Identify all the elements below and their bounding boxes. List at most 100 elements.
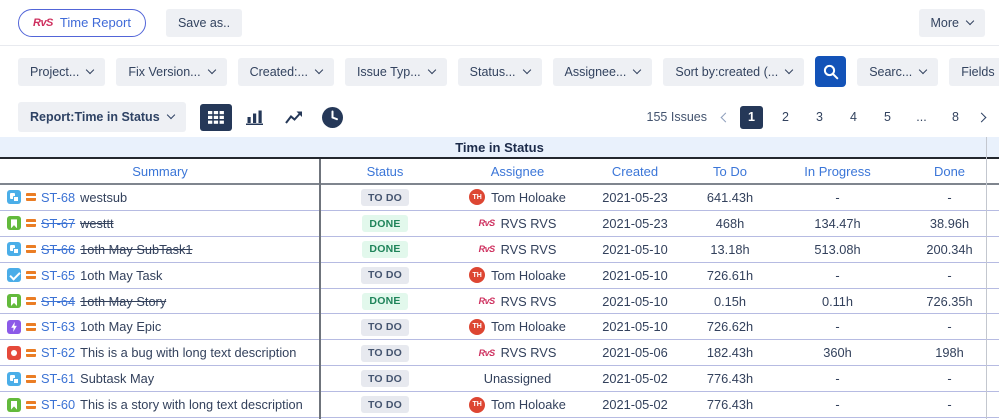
issue-key-link[interactable]: ST-64	[41, 293, 76, 309]
filter-assignee-dropdown[interactable]: Assignee...	[552, 57, 653, 86]
table-row: ST-65 1oth May Task TO DO TH Tom Holoake 2…	[0, 262, 999, 289]
filter-fix-version-dropdown[interactable]: Fix Version...	[116, 57, 227, 86]
issue-summary: westtt	[80, 215, 114, 231]
done-hours-cell: -	[947, 371, 952, 387]
search-text-dropdown[interactable]: Searc...	[857, 57, 939, 86]
todo-hours-cell: 776.43h	[706, 397, 754, 413]
filter-issue-type-dropdown[interactable]: Issue Typ...	[344, 57, 447, 86]
issue-summary: This is a bug with long text description	[80, 345, 297, 361]
page-2[interactable]: 2	[782, 110, 789, 124]
issue-key-link[interactable]: ST-65	[41, 267, 76, 283]
line-chart-icon	[284, 111, 302, 124]
page-1[interactable]: 1	[740, 105, 763, 129]
table-row: ST-67 westtt DONE RvS RVS RVS 2021-05-23 4…	[0, 210, 999, 237]
done-hours-cell: 38.96h	[929, 215, 970, 231]
summary-cell: ST-64 1oth May Story	[0, 294, 320, 309]
epic-icon	[7, 319, 21, 334]
subtask-icon	[7, 242, 21, 257]
chevron-down-icon	[522, 65, 531, 74]
page-5[interactable]: 5	[884, 110, 891, 124]
issue-key-link[interactable]: ST-63	[41, 319, 76, 335]
filter-project-dropdown[interactable]: Project...	[18, 57, 106, 86]
summary-cell: ST-60 This is a story with long text desc…	[0, 397, 320, 412]
issue-key-link[interactable]: ST-62	[41, 345, 76, 361]
page-8[interactable]: 8	[952, 110, 959, 124]
column-header-todo: To Do	[713, 163, 747, 179]
status-badge: TO DO	[360, 344, 410, 362]
assignee-avatar: TH	[469, 189, 486, 206]
todo-hours-cell: 641.43h	[706, 189, 754, 205]
status-badge: DONE	[362, 215, 408, 233]
clock-view-button[interactable]	[317, 104, 349, 131]
story-icon	[7, 216, 21, 231]
issue-key-link[interactable]: ST-67	[41, 215, 76, 231]
summary-column-divider	[319, 159, 321, 419]
page-4[interactable]: 4	[850, 110, 857, 124]
assignee-cell: TH Tom Holoake	[450, 267, 585, 284]
assignee-name: RVS RVS	[500, 215, 557, 231]
table-header: Summary Status Assignee Created To Do In…	[0, 159, 999, 185]
done-hours-cell: -	[947, 189, 952, 205]
toolbar: RvS Time Report Save as.. More	[0, 0, 999, 46]
report-selector-dropdown[interactable]: Report:Time in Status	[18, 102, 186, 132]
issue-key-link[interactable]: ST-60	[41, 397, 76, 413]
clock-icon	[322, 106, 344, 128]
column-header-status: Status	[366, 163, 404, 179]
done-hours-cell: 200.34h	[926, 241, 973, 257]
assignee-name: Tom Holoake	[491, 267, 566, 283]
search-button[interactable]	[815, 56, 847, 87]
chevron-down-icon	[207, 65, 216, 74]
view-switcher	[199, 103, 349, 131]
fields-dropdown[interactable]: Fields	[949, 57, 999, 86]
assignee-avatar: TH	[469, 267, 486, 284]
todo-hours-cell: 726.61h	[706, 267, 754, 283]
subtask-icon	[7, 371, 21, 386]
table-title: Time in Status	[0, 137, 999, 159]
bar-chart-view-button[interactable]	[239, 104, 271, 131]
status-cell: TO DO	[320, 370, 450, 388]
assignee-name: Tom Holoake	[491, 319, 566, 335]
story-icon	[7, 294, 21, 308]
done-hours-cell: -	[947, 319, 952, 335]
table-view-button[interactable]	[199, 103, 232, 131]
created-cell: 2021-05-06	[602, 345, 668, 361]
priority-medium-icon	[26, 271, 36, 280]
in-progress-hours-cell: -	[835, 397, 840, 413]
priority-medium-icon	[26, 297, 36, 305]
assignee-cell: TH Tom Holoake	[450, 189, 585, 206]
page-3[interactable]: 3	[816, 110, 823, 124]
time-report-app-button[interactable]: RvS Time Report	[18, 8, 146, 37]
priority-medium-icon	[26, 322, 36, 331]
todo-hours-cell: 468h	[715, 215, 745, 231]
assignee-cell: RvS RVS RVS	[450, 241, 585, 257]
issue-key-link[interactable]: ST-61	[41, 371, 76, 387]
assignee-avatar: RvS	[478, 347, 496, 358]
in-progress-hours-cell: 134.47h	[814, 215, 861, 231]
priority-medium-icon	[26, 219, 36, 228]
issue-key-link[interactable]: ST-66	[41, 241, 76, 257]
issue-key-link[interactable]: ST-68	[41, 189, 76, 205]
sort-by-dropdown[interactable]: Sort by:created (...	[663, 57, 805, 86]
next-page-icon[interactable]	[976, 112, 987, 122]
assignee-avatar: RvS	[478, 296, 496, 306]
table-row: ST-66 1oth May SubTask1 DONE RvS RVS RVS 2…	[0, 236, 999, 263]
status-badge: DONE	[362, 292, 408, 310]
todo-hours-cell: 726.62h	[706, 319, 754, 335]
summary-cell: ST-65 1oth May Task	[0, 268, 320, 283]
assignee-name: RVS RVS	[500, 345, 557, 361]
in-progress-hours-cell: 513.08h	[814, 241, 861, 257]
line-chart-view-button[interactable]	[278, 104, 310, 131]
save-as-button[interactable]: Save as..	[165, 8, 243, 37]
status-badge: TO DO	[360, 318, 410, 336]
table-row: ST-64 1oth May Story DONE RvS RVS RVS 2021…	[0, 288, 999, 315]
filter-created-dropdown[interactable]: Created:...	[237, 57, 334, 86]
bug-icon	[7, 345, 21, 360]
status-badge: TO DO	[360, 189, 410, 207]
column-header-in-progress: In Progress	[804, 163, 871, 179]
previous-page-icon[interactable]	[720, 112, 731, 122]
in-progress-hours-cell: 360h	[823, 345, 852, 361]
in-progress-hours-cell: -	[835, 267, 840, 283]
more-button[interactable]: More	[918, 8, 985, 37]
filter-status-dropdown[interactable]: Status...	[457, 57, 542, 86]
